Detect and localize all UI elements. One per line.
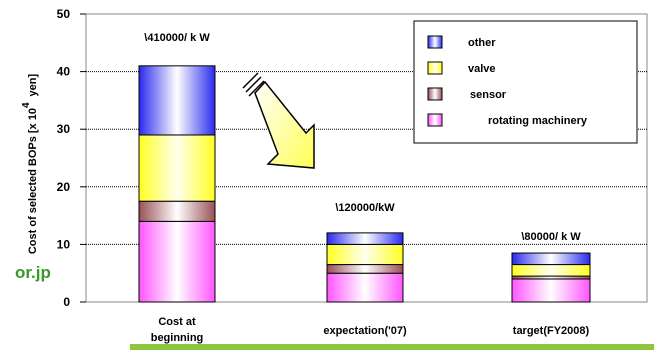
bottom-green-bar	[130, 344, 654, 350]
legend-swatch-sensor	[427, 87, 443, 101]
bar-segment-valve	[326, 243, 404, 266]
legend-swatch-other	[427, 35, 443, 49]
y-tick-label: 0	[63, 295, 70, 309]
reduction-arrow	[242, 72, 315, 169]
y-axis-label-unit: yen]	[27, 74, 39, 97]
y-tick-label: 20	[57, 180, 71, 194]
y-tick-label: 50	[57, 7, 71, 21]
bar-total-annotation: \410000/ k W	[144, 32, 210, 44]
bar-segment-valve	[511, 264, 591, 277]
legend-label-sensor: sensor	[470, 89, 507, 101]
watermark-text: or.jp	[15, 263, 51, 282]
y-axis-label: Cost of selected BOPs [x 104 yen]	[21, 74, 39, 255]
bar-total-annotation: \80000/ k W	[521, 231, 581, 243]
legend: other valve sensor rotating machinery	[413, 20, 638, 144]
x-category-label-line2: beginning	[151, 332, 204, 344]
legend-label-rotating-machinery: rotating machinery	[488, 115, 588, 127]
bars	[138, 65, 591, 303]
bar-segment-rotating-machinery	[511, 278, 591, 303]
bar-segment-rotating-machinery	[138, 220, 216, 303]
bar-segment-other	[138, 65, 216, 136]
legend-swatch-valve	[427, 61, 443, 75]
bar-segment-valve	[138, 134, 216, 202]
svg-text:Cost of selected BOPs [x 104ye: Cost of selected BOPs [x 104 yen]	[21, 74, 39, 255]
bar-annotations: \410000/ k W \120000/kW \80000/ k W	[144, 32, 581, 243]
y-tick-label: 40	[57, 65, 71, 79]
legend-label-valve: valve	[468, 63, 496, 75]
y-tick-label: 30	[57, 122, 71, 136]
x-category-label: expectation('07)	[323, 325, 407, 337]
bar-segment-sensor	[326, 264, 404, 274]
bar-total-annotation: \120000/kW	[335, 202, 395, 214]
y-axis-ticks: 0 10 20 30 40 50	[57, 7, 86, 309]
bar-segment-other	[511, 252, 591, 266]
y-tick-label: 10	[57, 237, 71, 251]
y-axis-label-exponent: 4	[21, 102, 32, 108]
legend-label-other: other	[468, 37, 496, 49]
bar-segment-rotating-machinery	[326, 272, 404, 303]
legend-box	[413, 20, 638, 144]
bar-segment-other	[326, 232, 404, 245]
legend-swatch-rotating-machinery	[427, 113, 443, 127]
y-axis-label-main: Cost of selected BOPs [x 10	[27, 108, 39, 254]
x-category-label: target(FY2008)	[513, 325, 590, 337]
bar-segment-sensor	[138, 200, 216, 222]
x-axis-categories: Cost at beginning expectation('07) target(F…	[151, 316, 590, 344]
x-category-label: Cost at	[158, 316, 196, 328]
